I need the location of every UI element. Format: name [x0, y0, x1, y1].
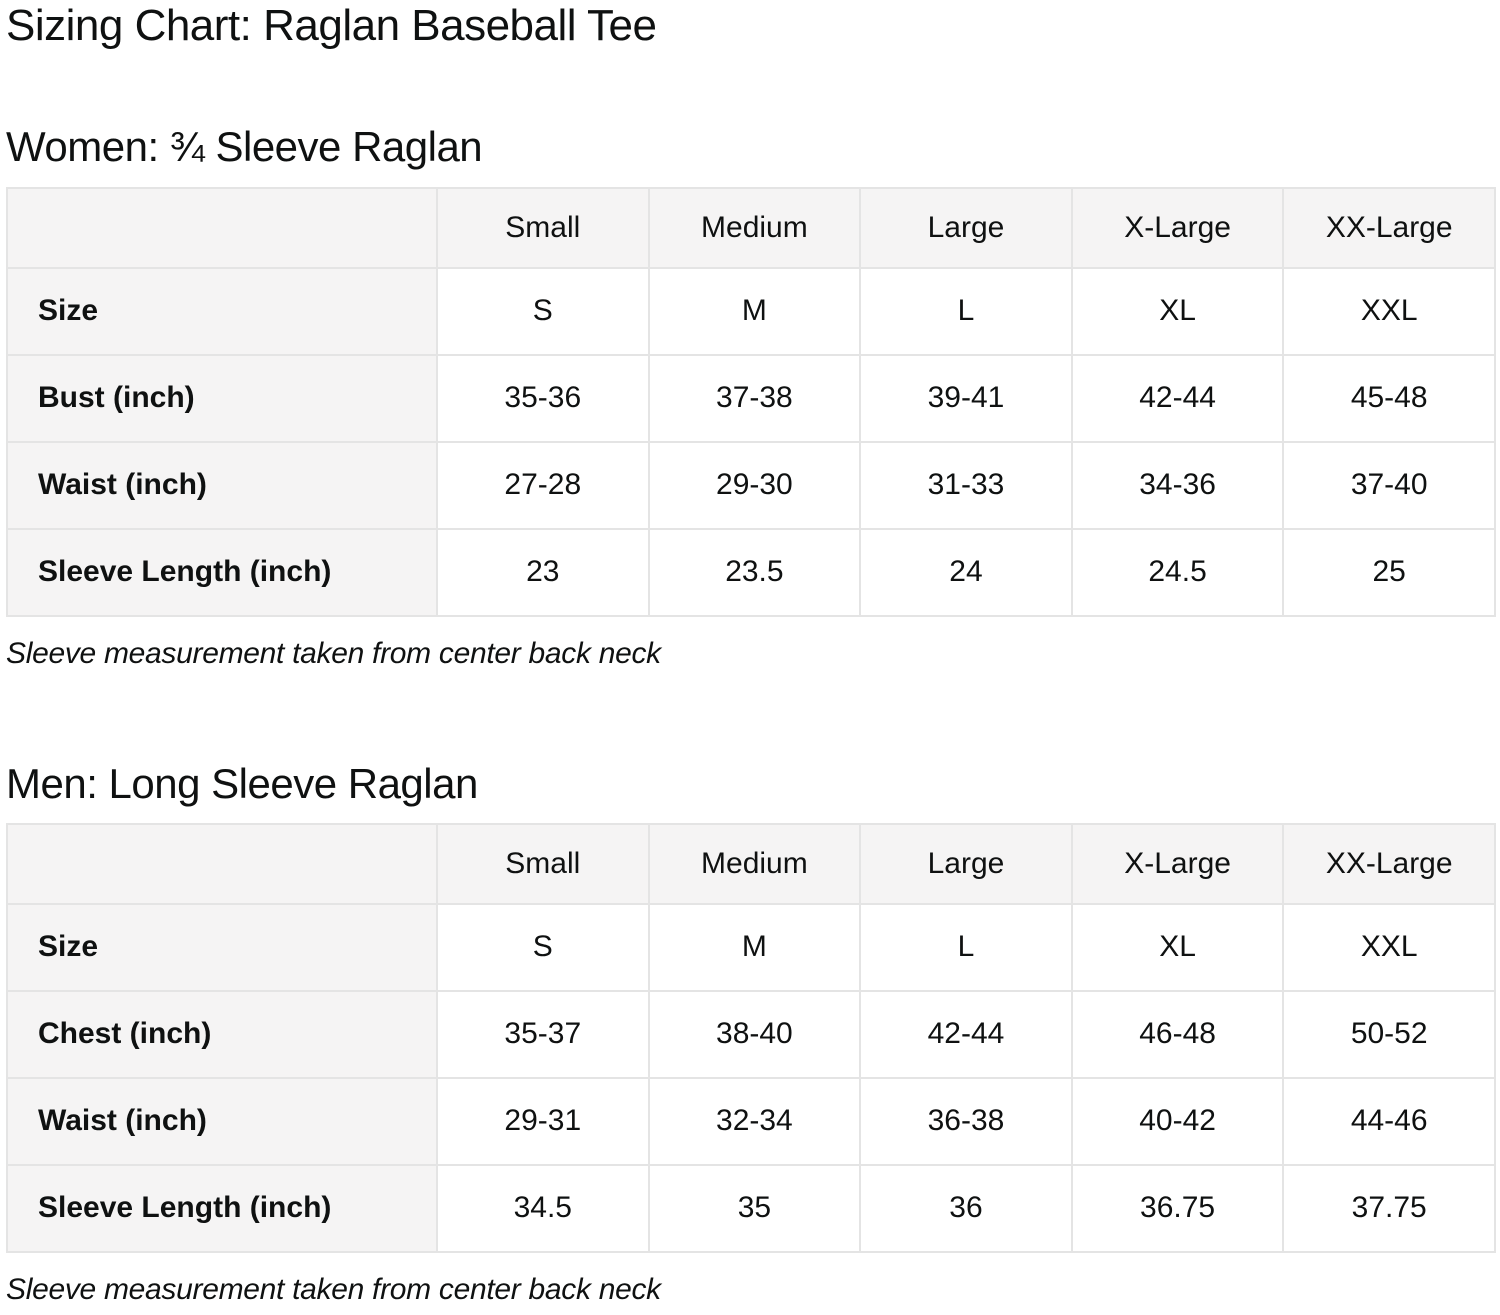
- column-header: Small: [436, 186, 650, 269]
- men-sleeve-footnote: Sleeve measurement taken from center bac…: [6, 1272, 661, 1306]
- section-men: Men: Long Sleeve Raglan Small Medium Large…: [6, 759, 1497, 1307]
- value-cell: 31-33: [859, 440, 1073, 530]
- value-cell: 23.5: [647, 527, 862, 617]
- column-header: Small: [436, 822, 650, 905]
- row-label: Size: [6, 902, 438, 992]
- value-cell: 35-37: [436, 989, 650, 1079]
- value-cell: 46-48: [1070, 989, 1285, 1079]
- row-label: Waist (inch): [6, 1076, 438, 1166]
- value-cell: S: [436, 266, 650, 356]
- column-header: X-Large: [1070, 822, 1285, 905]
- value-cell: 50-52: [1282, 989, 1496, 1079]
- women-size-table: Small Medium Large X-Large XX-Large Size S M L XL…: [6, 186, 1496, 617]
- value-cell: 27-28: [436, 440, 650, 530]
- value-cell: S: [436, 902, 650, 992]
- value-cell: 34.5: [436, 1163, 650, 1253]
- value-cell: 44-46: [1282, 1076, 1496, 1166]
- column-header: X-Large: [1070, 186, 1285, 269]
- row-label: Chest (inch): [6, 989, 438, 1079]
- value-cell: XXL: [1282, 902, 1496, 992]
- men-size-table: Small Medium Large X-Large XX-Large Size S M L XL…: [6, 822, 1496, 1253]
- value-cell: 45-48: [1282, 353, 1496, 443]
- value-cell: 39-41: [859, 353, 1073, 443]
- value-cell: XL: [1070, 902, 1285, 992]
- value-cell: L: [859, 266, 1073, 356]
- table-header-row: Small Medium Large X-Large XX-Large: [6, 822, 1496, 905]
- page-title: Sizing Chart: Raglan Baseball Tee: [6, 1, 657, 50]
- row-label: Waist (inch): [6, 440, 438, 530]
- row-label: Bust (inch): [6, 353, 438, 443]
- section-title-women: Women: ¾ Sleeve Raglan: [6, 123, 483, 171]
- value-cell: XXL: [1282, 266, 1496, 356]
- value-cell: 42-44: [1070, 353, 1285, 443]
- value-cell: 42-44: [859, 989, 1073, 1079]
- section-title-men: Men: Long Sleeve Raglan: [6, 759, 478, 807]
- section-women: Women: ¾ Sleeve Raglan Small Medium Large X…: [6, 124, 1497, 670]
- value-cell: 34-36: [1070, 440, 1285, 530]
- value-cell: 37-40: [1282, 440, 1496, 530]
- row-label: Sleeve Length (inch): [6, 527, 438, 617]
- value-cell: 29-31: [436, 1076, 650, 1166]
- column-header: Large: [859, 822, 1073, 905]
- value-cell: 37-38: [647, 353, 862, 443]
- women-sleeve-footnote: Sleeve measurement taken from center bac…: [6, 636, 661, 670]
- table-row: Size S M L XL XXL: [6, 266, 1496, 356]
- value-cell: XL: [1070, 266, 1285, 356]
- table-row: Size S M L XL XXL: [6, 902, 1496, 992]
- table-row: Sleeve Length (inch) 23 23.5 24 24.5 25: [6, 527, 1496, 617]
- column-header: Large: [859, 186, 1073, 269]
- value-cell: 24: [859, 527, 1073, 617]
- table-row: Bust (inch) 35-36 37-38 39-41 42-44 45-48: [6, 353, 1496, 443]
- column-header: XX-Large: [1282, 186, 1496, 269]
- row-label: Size: [6, 266, 438, 356]
- table-row: Chest (inch) 35-37 38-40 42-44 46-48 50-52: [6, 989, 1496, 1079]
- value-cell: 38-40: [647, 989, 862, 1079]
- value-cell: 37.75: [1282, 1163, 1496, 1253]
- row-label: Sleeve Length (inch): [6, 1163, 438, 1253]
- column-header: XX-Large: [1282, 822, 1496, 905]
- value-cell: 36.75: [1070, 1163, 1285, 1253]
- table-row: Waist (inch) 29-31 32-34 36-38 40-42 44-46: [6, 1076, 1496, 1166]
- value-cell: 35: [647, 1163, 862, 1253]
- column-header: Medium: [647, 822, 862, 905]
- value-cell: L: [859, 902, 1073, 992]
- value-cell: 40-42: [1070, 1076, 1285, 1166]
- table-row: Sleeve Length (inch) 34.5 35 36 36.75 37.75: [6, 1163, 1496, 1253]
- value-cell: M: [647, 266, 862, 356]
- corner-cell: [6, 186, 438, 269]
- value-cell: 23: [436, 527, 650, 617]
- value-cell: 24.5: [1070, 527, 1285, 617]
- value-cell: 29-30: [647, 440, 862, 530]
- value-cell: 36: [859, 1163, 1073, 1253]
- table-row: Waist (inch) 27-28 29-30 31-33 34-36 37-40: [6, 440, 1496, 530]
- value-cell: 35-36: [436, 353, 650, 443]
- table-header-row: Small Medium Large X-Large XX-Large: [6, 186, 1496, 269]
- value-cell: 32-34: [647, 1076, 862, 1166]
- value-cell: 36-38: [859, 1076, 1073, 1166]
- corner-cell: [6, 822, 438, 905]
- column-header: Medium: [647, 186, 862, 269]
- value-cell: M: [647, 902, 862, 992]
- value-cell: 25: [1282, 527, 1496, 617]
